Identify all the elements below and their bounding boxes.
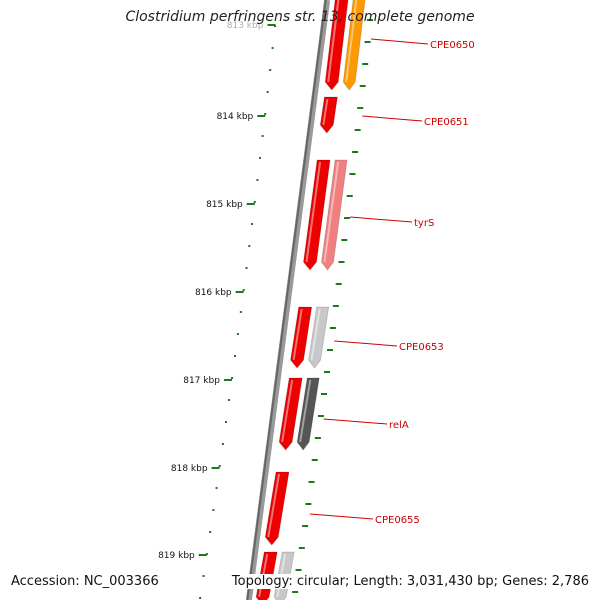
cds-arrow[interactable] — [278, 377, 303, 451]
tick-label: 817 kbp — [183, 376, 220, 386]
cds-arrow-shine — [322, 98, 329, 126]
tick-label: 815 kbp — [206, 200, 243, 210]
tick-label: 816 kbp — [195, 288, 232, 298]
cds-arrow[interactable] — [319, 96, 339, 134]
cds-arrow[interactable] — [264, 471, 290, 546]
cds-arrow[interactable] — [324, 0, 349, 91]
gene-arrow-shine — [310, 308, 321, 361]
gene-arrow[interactable] — [308, 306, 330, 369]
leader-line — [309, 513, 374, 520]
cds-arrow[interactable] — [302, 159, 331, 271]
tick-label: 818 kbp — [171, 464, 208, 474]
gene-arrow[interactable] — [342, 0, 366, 91]
cds-arrow-shine — [327, 0, 340, 83]
gene-label[interactable]: CPE0653 — [399, 342, 444, 353]
tick-label: 813 kbp — [227, 21, 264, 31]
leader-line — [323, 418, 388, 425]
accession-label: Accession: NC_003366 — [9, 574, 161, 589]
cds-arrow-shine — [292, 308, 303, 361]
gene-label[interactable]: tyrS — [414, 218, 434, 229]
gene-arrow[interactable] — [320, 159, 348, 271]
leader-line — [362, 115, 423, 122]
gene-label[interactable]: CPE0655 — [375, 515, 420, 526]
gene-label[interactable]: CPE0651 — [424, 117, 469, 128]
leader-line — [350, 216, 413, 223]
gene-arrow-shine — [323, 161, 340, 263]
gene-label[interactable]: CPE0650 — [430, 40, 475, 51]
leader-line — [370, 38, 429, 45]
gene-label[interactable]: relA — [389, 420, 409, 431]
gene-arrow-shine — [299, 379, 312, 443]
backbone-outer — [245, 0, 331, 600]
cds-arrow-shine — [305, 161, 322, 263]
leader-line — [334, 340, 398, 347]
cds-arrow[interactable] — [290, 306, 313, 369]
tick-label: 814 kbp — [217, 112, 254, 122]
genome-summary: Topology: circular; Length: 3,031,430 bp… — [229, 574, 591, 589]
genome-title: Clostridium perfringens str. 13, complet… — [125, 9, 475, 25]
gene-arrow[interactable] — [296, 377, 320, 451]
gene-arrow-shine — [345, 0, 358, 83]
backbone-inner — [246, 0, 327, 600]
cds-arrow-shine — [267, 473, 280, 538]
cds-arrow-shine — [281, 379, 294, 443]
tick-label: 819 kbp — [158, 551, 195, 561]
